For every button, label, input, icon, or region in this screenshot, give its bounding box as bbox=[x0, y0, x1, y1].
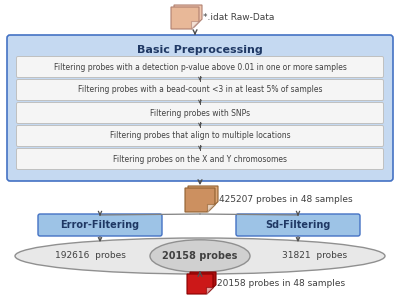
FancyBboxPatch shape bbox=[7, 35, 393, 181]
Polygon shape bbox=[206, 287, 213, 294]
Polygon shape bbox=[188, 186, 218, 210]
FancyBboxPatch shape bbox=[16, 103, 384, 123]
Text: Sd-Filtering: Sd-Filtering bbox=[265, 220, 331, 230]
Text: Basic Preprocessing: Basic Preprocessing bbox=[137, 45, 263, 55]
Text: Filtering probes with a bead-count <3 in at least 5% of samples: Filtering probes with a bead-count <3 in… bbox=[78, 86, 322, 94]
FancyBboxPatch shape bbox=[16, 57, 384, 77]
Polygon shape bbox=[174, 5, 202, 27]
Text: 192616  probes: 192616 probes bbox=[54, 251, 126, 260]
Text: Filtering probes with a detection p-value above 0.01 in one or more samples: Filtering probes with a detection p-valu… bbox=[54, 62, 346, 71]
Polygon shape bbox=[190, 272, 216, 292]
Text: 425207 probes in 48 samples: 425207 probes in 48 samples bbox=[219, 196, 353, 205]
FancyBboxPatch shape bbox=[236, 214, 360, 236]
Text: Error-Filtering: Error-Filtering bbox=[60, 220, 140, 230]
Text: 20158 probes: 20158 probes bbox=[162, 251, 238, 261]
Polygon shape bbox=[171, 7, 199, 29]
Polygon shape bbox=[185, 188, 215, 212]
FancyBboxPatch shape bbox=[16, 149, 384, 170]
Text: *.idat Raw-Data: *.idat Raw-Data bbox=[203, 13, 274, 22]
FancyBboxPatch shape bbox=[16, 126, 384, 147]
Text: 20158 probes in 48 samples: 20158 probes in 48 samples bbox=[217, 280, 345, 289]
Ellipse shape bbox=[15, 238, 385, 274]
Text: 31821  probes: 31821 probes bbox=[282, 251, 348, 260]
FancyBboxPatch shape bbox=[16, 80, 384, 100]
Text: Filtering probes on the X and Y chromosomes: Filtering probes on the X and Y chromoso… bbox=[113, 155, 287, 164]
Text: Filtering probes that align to multiple locations: Filtering probes that align to multiple … bbox=[110, 132, 290, 141]
Text: Filtering probes with SNPs: Filtering probes with SNPs bbox=[150, 109, 250, 118]
Polygon shape bbox=[206, 204, 215, 212]
Polygon shape bbox=[187, 274, 213, 294]
FancyBboxPatch shape bbox=[38, 214, 162, 236]
Polygon shape bbox=[191, 21, 199, 29]
Ellipse shape bbox=[150, 240, 250, 272]
